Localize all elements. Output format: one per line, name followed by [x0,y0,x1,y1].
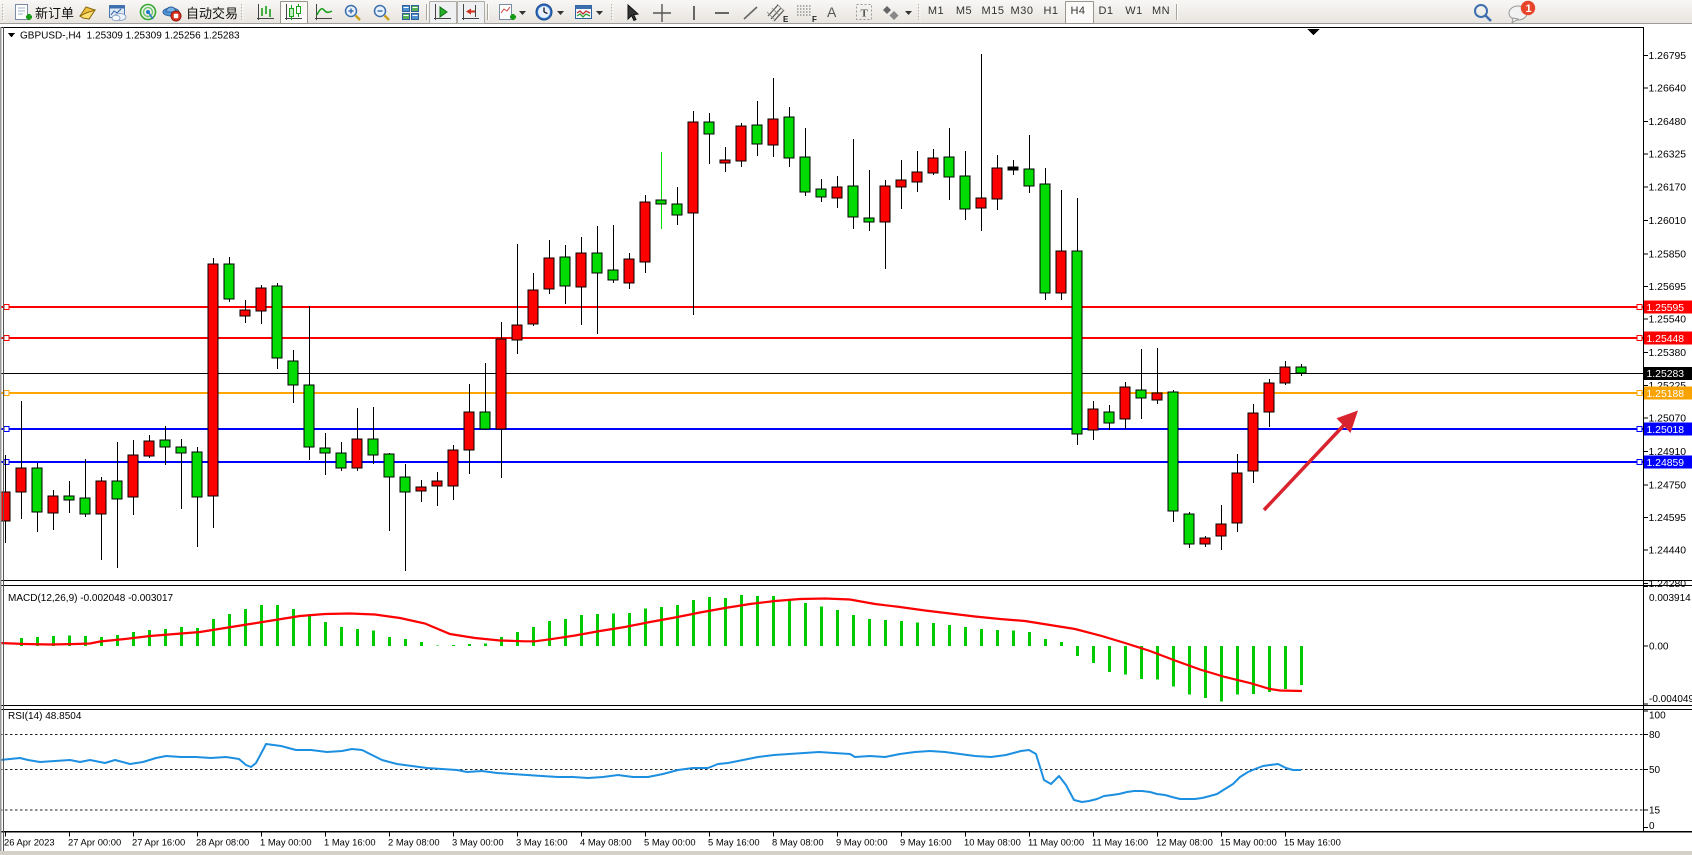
svg-text:1.26325: 1.26325 [1649,150,1687,161]
svg-text:-0.004049: -0.004049 [1649,694,1692,705]
svg-text:11 May 00:00: 11 May 00:00 [1028,837,1084,848]
svg-text:9 May 16:00: 9 May 16:00 [900,837,952,848]
svg-text:1.24750: 1.24750 [1649,481,1687,492]
svg-text:1.26795: 1.26795 [1649,51,1687,62]
svg-text:1: 1 [1526,3,1532,15]
svg-text:1.25380: 1.25380 [1649,348,1687,359]
svg-text:1.25283: 1.25283 [1647,369,1685,380]
svg-text:11 May 16:00: 11 May 16:00 [1092,837,1148,848]
svg-text:1.24859: 1.24859 [1647,458,1685,469]
svg-text:RSI(14) 48.8504: RSI(14) 48.8504 [8,711,82,722]
svg-text:15 May 00:00: 15 May 00:00 [1220,837,1277,848]
svg-text:1.26640: 1.26640 [1649,84,1687,95]
svg-text:15 May 16:00: 15 May 16:00 [1284,837,1341,848]
svg-text:28 Apr 08:00: 28 Apr 08:00 [196,837,249,848]
svg-text:1.26480: 1.26480 [1649,117,1687,128]
svg-text:3 May 00:00: 3 May 00:00 [452,837,504,848]
svg-text:1.24440: 1.24440 [1649,546,1687,557]
svg-text:1.25070: 1.25070 [1649,413,1687,424]
svg-text:1 May 00:00: 1 May 00:00 [260,837,312,848]
svg-text:80: 80 [1649,730,1661,741]
svg-text:100: 100 [1649,711,1666,722]
svg-text:1.25188: 1.25188 [1647,389,1685,400]
svg-text:50: 50 [1649,765,1661,776]
svg-text:1.25448: 1.25448 [1647,334,1685,345]
svg-text:9 May 00:00: 9 May 00:00 [836,837,888,848]
svg-text:0: 0 [1649,821,1655,832]
svg-text:MACD(12,26,9) -0.002048 -0.003: MACD(12,26,9) -0.002048 -0.003017 [8,593,174,604]
svg-text:0.00: 0.00 [1649,642,1669,653]
svg-text:1.24910: 1.24910 [1649,447,1687,458]
svg-text:1 May 16:00: 1 May 16:00 [324,837,376,848]
svg-text:27 Apr 00:00: 27 Apr 00:00 [68,837,121,848]
svg-text:E: E [783,15,789,24]
svg-text:1.25225: 1.25225 [1649,381,1687,392]
svg-text:26 Apr 2023: 26 Apr 2023 [4,837,55,848]
svg-text:2 May 08:00: 2 May 08:00 [388,837,440,848]
svg-text:3 May 16:00: 3 May 16:00 [516,837,568,848]
svg-text:1.24280: 1.24280 [1649,579,1687,590]
svg-text:1.24595: 1.24595 [1649,513,1687,524]
svg-text:1.25595: 1.25595 [1647,303,1685,314]
svg-text:1.25850: 1.25850 [1649,250,1687,261]
svg-text:1.26010: 1.26010 [1649,216,1687,227]
svg-text:5 May 00:00: 5 May 00:00 [644,837,696,848]
svg-text:GBPUSD-,H4 1.25309 1.25309 1.: GBPUSD-,H4 1.25309 1.25309 1.25256 1.252… [20,31,240,42]
svg-text:10 May 08:00: 10 May 08:00 [964,837,1021,848]
svg-text:4 May 08:00: 4 May 08:00 [580,837,632,848]
svg-text:15: 15 [1649,806,1661,817]
svg-text:0.003914: 0.003914 [1649,593,1691,604]
svg-text:12 May 08:00: 12 May 08:00 [1156,837,1213,848]
svg-text:1.25695: 1.25695 [1649,282,1687,293]
svg-text:27 Apr 16:00: 27 Apr 16:00 [132,837,185,848]
svg-text:5 May 16:00: 5 May 16:00 [708,837,760,848]
svg-text:F: F [812,15,817,24]
svg-text:8 May 08:00: 8 May 08:00 [772,837,824,848]
svg-text:1.25540: 1.25540 [1649,315,1687,326]
svg-text:1.25018: 1.25018 [1647,425,1685,436]
svg-text:1.26170: 1.26170 [1649,182,1687,193]
svg-text:T: T [861,8,869,20]
